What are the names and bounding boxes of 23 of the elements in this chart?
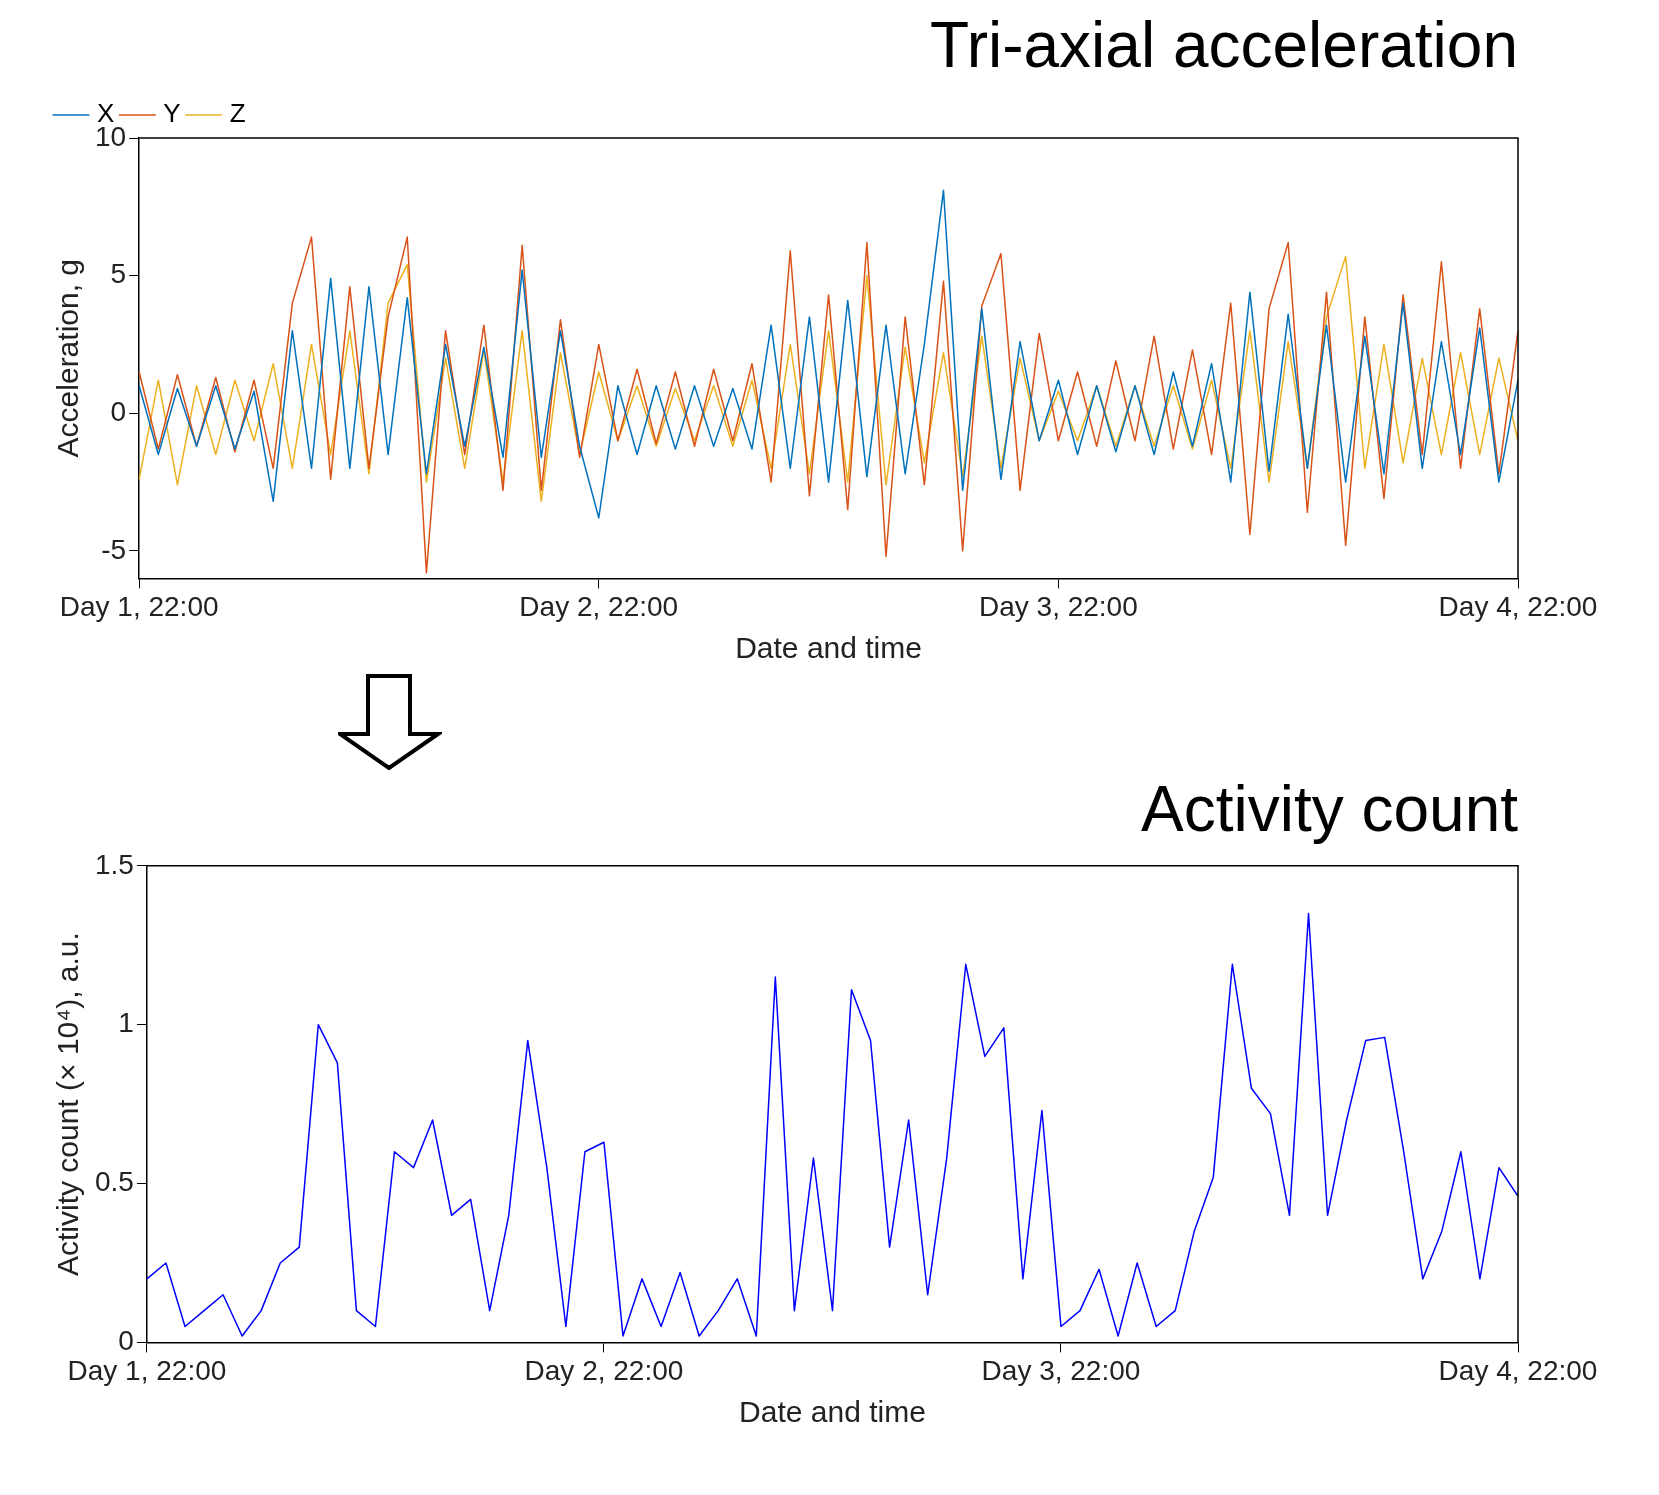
x-tick-label: Day 1, 22:00 — [67, 1354, 227, 1386]
x-axis-title: Date and time — [739, 1395, 926, 1429]
x-tick-label: Day 2, 22:00 — [524, 1354, 684, 1386]
x-tick-label: Day 1, 22:00 — [59, 590, 219, 622]
x-tick-label: Day 4, 22:00 — [1438, 590, 1598, 622]
y-tick-label: 0 — [118, 1325, 134, 1357]
y-tick-label: 0 — [110, 395, 127, 427]
x-tick-label: Day 2, 22:00 — [519, 590, 679, 622]
x-axis-title: Date and time — [735, 631, 922, 665]
y-tick-label: 1.5 — [94, 848, 134, 880]
x-tick-label: Day 3, 22:00 — [978, 590, 1138, 622]
x-tick-label: Day 3, 22:00 — [981, 1354, 1141, 1386]
y-axis-title: Acceleration, g — [51, 258, 85, 458]
y-tick-label: -5 — [101, 533, 127, 565]
y-tick-label: 1 — [118, 1007, 134, 1039]
y-axis-title: Activity count (× 10⁴), a.u. — [51, 932, 85, 1277]
chart-title: Activity count — [1139, 772, 1519, 846]
y-tick-label: 5 — [110, 258, 127, 290]
chart-title: Tri-axial acceleration — [928, 8, 1519, 82]
x-tick-label: Day 4, 22:00 — [1438, 1354, 1598, 1386]
legend-label: Z — [229, 98, 246, 129]
legend-label: Y — [163, 98, 181, 129]
y-tick-label: 0.5 — [94, 1166, 134, 1198]
